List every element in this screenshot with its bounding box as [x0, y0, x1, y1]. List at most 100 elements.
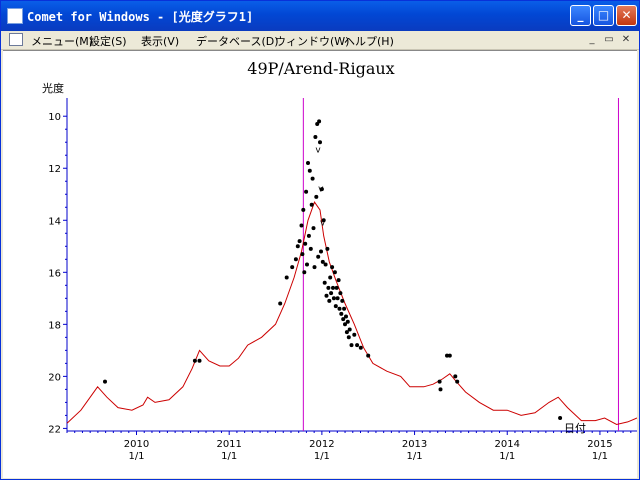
observation-point — [326, 285, 331, 290]
observation-point — [332, 270, 337, 275]
observation-point — [447, 353, 452, 358]
v-mark-label: v — [318, 185, 324, 195]
observation-point — [344, 314, 348, 319]
observation-point — [103, 379, 107, 384]
observation-point — [342, 306, 347, 311]
observation-point — [313, 135, 318, 139]
menu-item-help[interactable]: ヘルプ(H) — [344, 35, 394, 48]
observation-point — [345, 319, 350, 324]
observation-point — [341, 317, 346, 322]
observation-point — [305, 262, 309, 267]
observation-point — [358, 345, 363, 350]
observation-point — [314, 194, 319, 199]
observation-point — [339, 311, 344, 316]
observation-point — [318, 140, 322, 145]
observation-point — [306, 161, 310, 165]
mdi-restore-icon[interactable]: ▭ — [604, 34, 614, 45]
observation-point — [310, 176, 315, 181]
observation-point — [455, 379, 460, 384]
observation-point — [324, 293, 329, 298]
menu-item-window[interactable]: ウィンドウ(W) — [275, 35, 350, 48]
x-tick-date-label: 1/1 — [221, 451, 237, 462]
document-icon[interactable] — [9, 33, 23, 46]
x-tick-date-label: 1/1 — [314, 451, 330, 462]
chart-client-area: 49P/Arend-Rigaux 光度 日付 10 12 14 16 18 20 22 201… — [3, 50, 638, 478]
observation-point — [346, 335, 351, 340]
observation-point — [312, 265, 317, 270]
observation-point — [309, 202, 314, 207]
observation-point — [322, 280, 327, 285]
y-tick-label: 18 — [48, 320, 61, 331]
observation-point — [284, 275, 289, 280]
observation-point — [293, 257, 298, 262]
observation-point — [197, 358, 202, 363]
x-tick-year-label: 2011 — [216, 439, 241, 450]
observation-point — [333, 304, 338, 309]
minimize-button[interactable]: _ — [570, 5, 591, 26]
observation-point — [278, 301, 283, 306]
observation-point — [321, 218, 326, 223]
observation-point — [352, 332, 357, 337]
observation-point — [335, 296, 340, 301]
x-tick-year-label: 2015 — [587, 439, 612, 450]
observation-point — [340, 298, 345, 303]
observation-point — [319, 249, 323, 254]
observation-point — [327, 298, 332, 303]
menu-item-database[interactable]: データベース(D) — [196, 35, 279, 48]
observation-point — [343, 322, 347, 327]
v-mark-label: v — [315, 146, 321, 156]
observation-point — [330, 265, 335, 270]
y-tick-label: 10 — [48, 112, 61, 123]
menu-item-menu[interactable]: メニュー(M) — [31, 35, 94, 48]
observation-point — [304, 189, 309, 194]
x-tick-date-label: 1/1 — [128, 451, 144, 462]
observation-point — [336, 278, 341, 283]
model-curve-line — [66, 201, 638, 426]
menu-bar: メニュー(M) 設定(S) 表示(V) データベース(D) ウィンドウ(W) ヘ… — [1, 31, 639, 50]
mdi-close-icon[interactable]: ✕ — [621, 34, 631, 45]
x-tick-year-label: 2012 — [309, 439, 334, 450]
observation-point — [437, 379, 442, 384]
observation-point — [290, 265, 295, 270]
observation-point — [445, 353, 449, 358]
y-axis-label: 光度 — [42, 81, 64, 95]
observation-point — [334, 285, 339, 290]
observation-point — [301, 207, 306, 212]
observation-point — [366, 353, 371, 358]
observation-point — [338, 291, 343, 296]
y-tick-label: 20 — [48, 372, 61, 383]
observation-point — [316, 254, 321, 259]
menu-item-settings[interactable]: 設定(S) — [89, 35, 127, 48]
observation-point — [320, 259, 325, 264]
x-tick-year-label: 2010 — [124, 439, 149, 450]
chart-title: 49P/Arend-Rigaux — [247, 59, 394, 78]
observation-point — [319, 187, 324, 192]
observation-point — [558, 416, 563, 420]
x-tick-date-label: 1/1 — [499, 451, 515, 462]
y-tick-label: 14 — [48, 216, 61, 227]
x-axis-label: 日付 — [564, 422, 586, 435]
observation-point — [325, 246, 330, 251]
observation-point — [317, 119, 322, 124]
title-bar[interactable]: Comet for Windows - [光度グラフ1] _ □ ✕ — [1, 1, 639, 31]
y-tick-label: 12 — [48, 164, 61, 175]
observation-point — [355, 343, 360, 348]
menu-item-view[interactable]: 表示(V) — [141, 35, 180, 48]
observation-point — [311, 226, 316, 231]
observation-point — [331, 285, 335, 290]
maximize-button[interactable]: □ — [593, 5, 614, 26]
x-tick-date-label: 1/1 — [407, 451, 423, 462]
v-mark-label: v — [320, 218, 326, 228]
observation-point — [349, 343, 354, 348]
observation-point — [347, 327, 352, 332]
observation-point — [297, 239, 302, 244]
observation-point — [337, 306, 342, 311]
mdi-minimize-icon[interactable]: _ — [589, 34, 595, 45]
x-tick-date-label: 1/1 — [592, 451, 608, 462]
close-button[interactable]: ✕ — [616, 5, 637, 26]
y-tick-label: 22 — [48, 424, 61, 435]
y-tick-label: 16 — [48, 268, 61, 279]
observation-point — [303, 241, 308, 246]
observation-point — [299, 223, 304, 228]
